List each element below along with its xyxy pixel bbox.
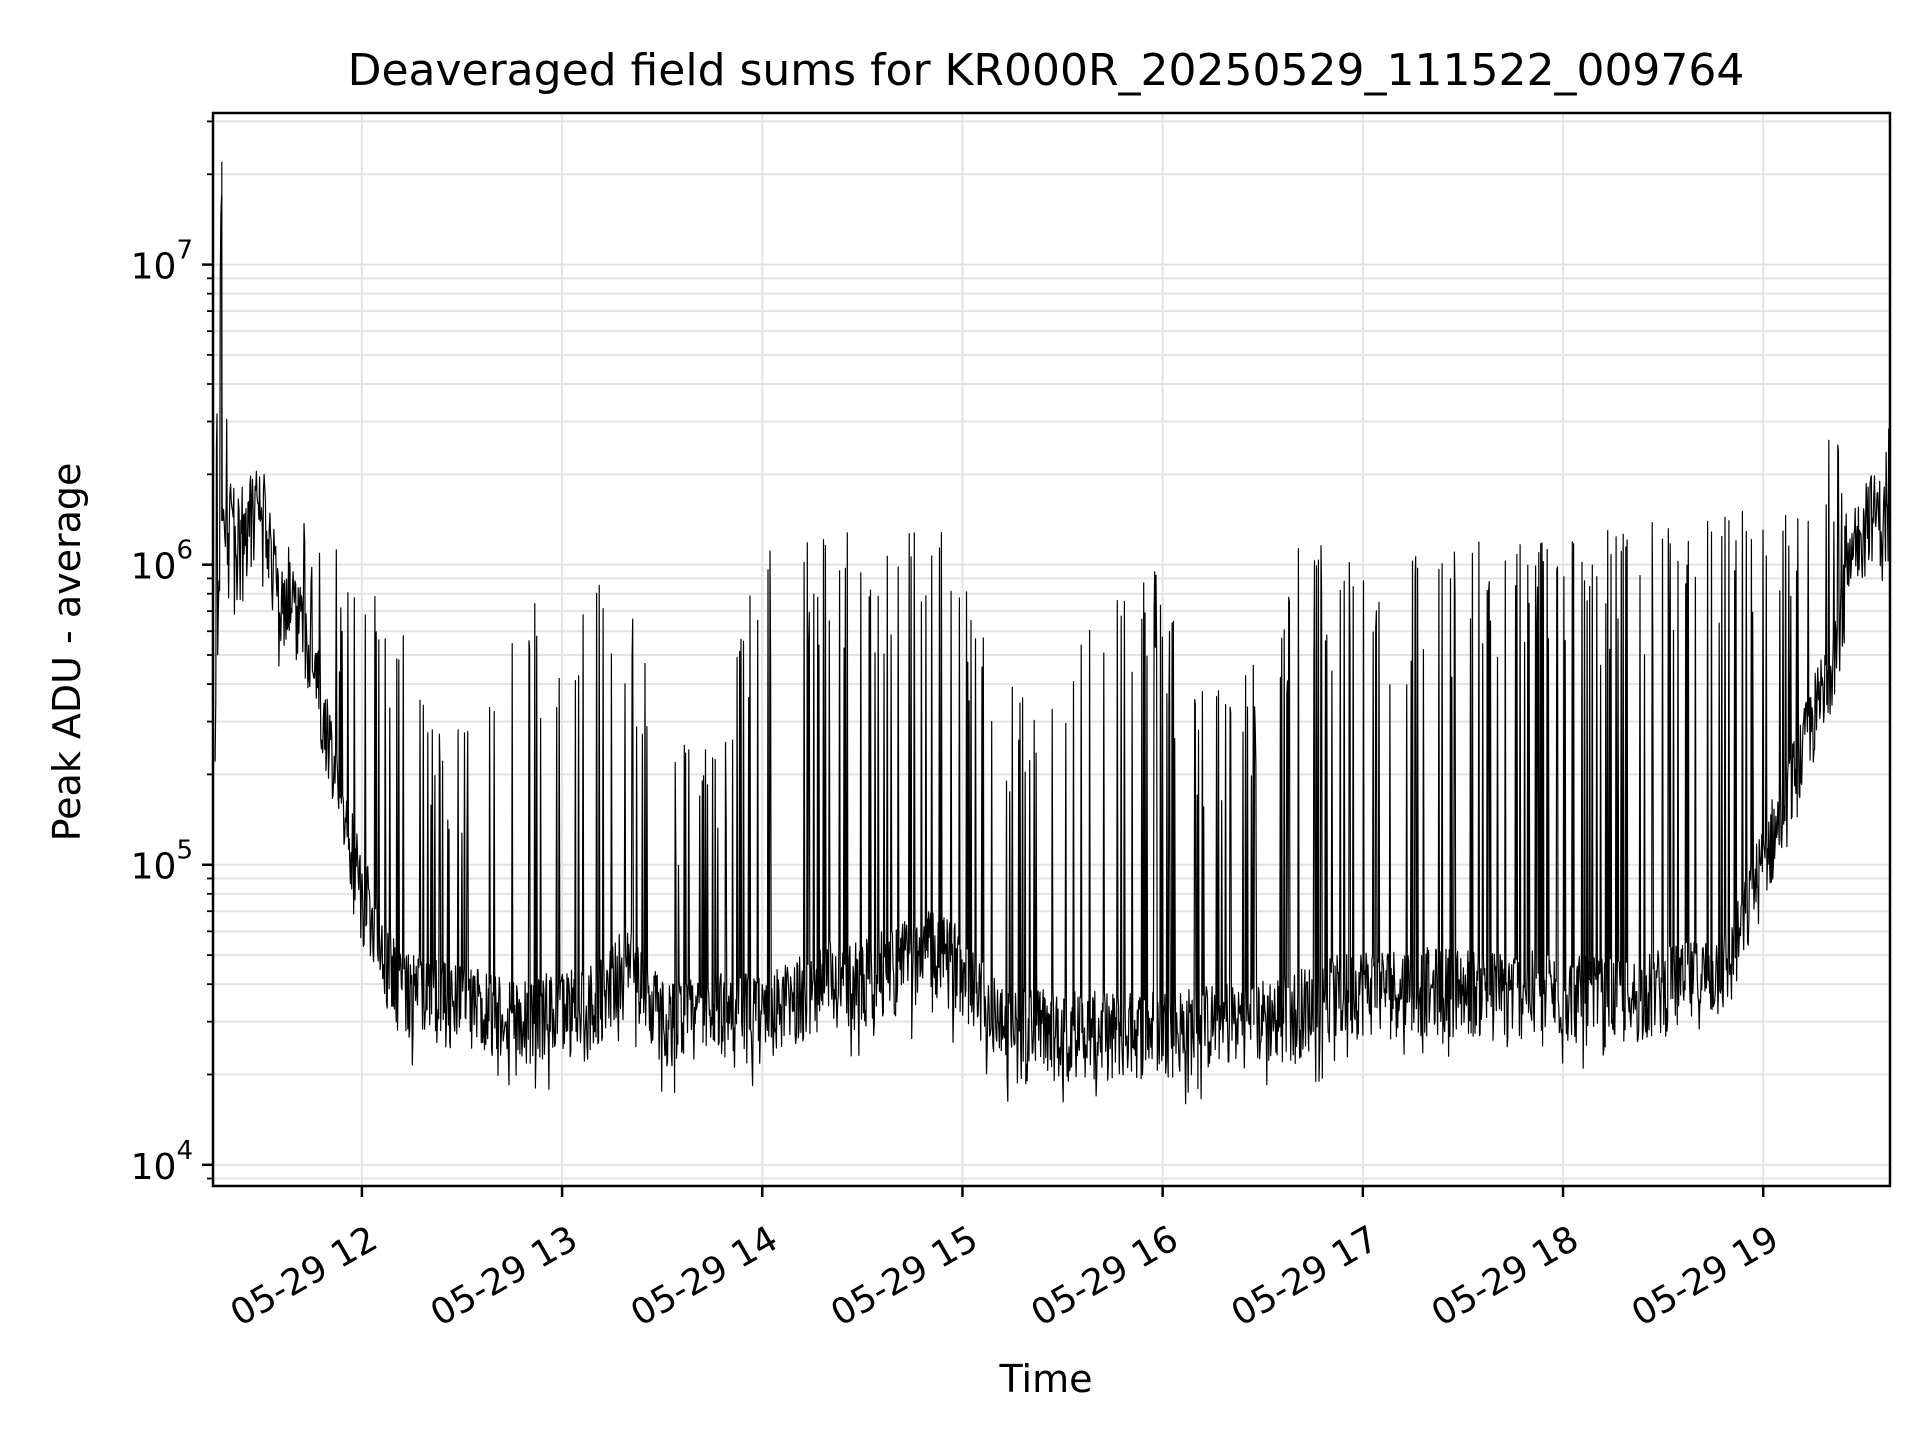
y-tick-label: 104: [131, 1136, 193, 1188]
y-tick-label-base: 10: [131, 247, 177, 288]
x-axis-label: Time: [999, 1357, 1093, 1401]
y-tick-label-exponent: 6: [176, 536, 193, 566]
chart-title: Deaveraged field sums for KR000R_2025052…: [348, 45, 1745, 96]
plot-frame-rect: [211, 111, 1892, 1188]
y-tick-label-exponent: 5: [176, 836, 193, 866]
y-tick-label: 107: [131, 236, 193, 288]
series-line: [214, 195, 1891, 1105]
y-tick-label-exponent: 7: [176, 236, 193, 266]
plot-frame: [211, 111, 1892, 1188]
y-tick-label: 106: [131, 536, 193, 588]
y-tick-label-base: 10: [131, 1147, 177, 1188]
y-tick-label-base: 10: [131, 547, 177, 588]
y-tick-label-base: 10: [131, 847, 177, 888]
y-tick-label-exponent: 4: [176, 1136, 193, 1166]
y-tick-label: 105: [131, 836, 193, 888]
y-axis-label: Peak ADU - average: [45, 463, 89, 842]
series-group: [214, 161, 1891, 1105]
